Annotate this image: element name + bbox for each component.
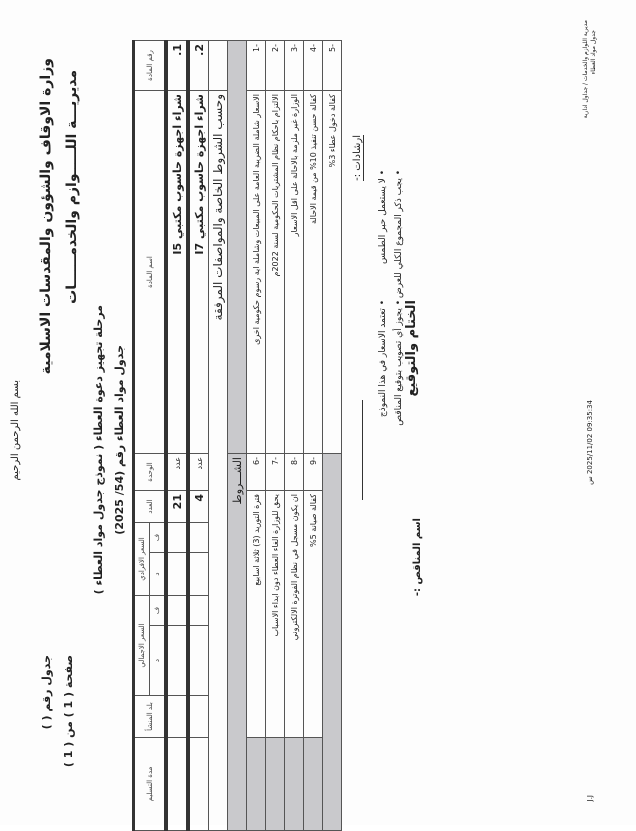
condition-row: -4 كفالة حسن تنفيذ 10% من قيمة الاحالة -9 ك… <box>303 40 323 831</box>
col-unit-fils: ف <box>149 522 166 553</box>
cond-no: -3 <box>284 40 304 91</box>
instruction-text: لا يستعمل حبر الطمس <box>378 178 388 265</box>
row-unit: عدد <box>166 453 188 491</box>
col-item-name: اسم المادة <box>133 90 166 454</box>
footer-timestamp: 09:35:34 2025/11/02 س <box>586 400 594 485</box>
cond-text: فترة التوريد (3) ثلاثة اسابيع <box>246 490 266 738</box>
bidder-name-label: اسم المناقص :- <box>412 518 423 597</box>
table-number: جدول رقم ( ) <box>40 655 53 730</box>
col-unit: الوحدة <box>133 453 166 491</box>
cond-no: -7 <box>265 453 285 491</box>
cond-text: كفالة صيانة 5% <box>303 490 323 738</box>
row-unit: عدد <box>188 453 209 491</box>
cond-no: -1 <box>246 40 266 91</box>
directorate-title: مديريـــة اللـــــوازم والخدمــــــات <box>64 70 80 304</box>
row-name: شراء اجهزة حاسوب مكتبي I5 <box>166 90 188 454</box>
footer-initials: J.J <box>586 795 594 802</box>
instruction-item: • لا يستعمل حبر الطمس <box>378 170 388 265</box>
condition-row: -3 الوزارة غير ملزمة بالاحالة على اقل الا… <box>284 40 304 831</box>
col-total-price: السعر الاجمالي <box>133 595 150 696</box>
basmala: بسم الله الرحمن الرحيم <box>10 380 21 481</box>
page-number: صفحة ( 1 ) من ( 1 ) <box>62 655 75 768</box>
cond-no: -4 <box>303 40 323 91</box>
stage-title: مرحلة تجهيز دعوة العطاء ( نموذج جدول موا… <box>92 305 105 595</box>
cond-no: -5 <box>322 40 342 91</box>
instructions-title: ارشادات :- <box>352 135 364 181</box>
cond-no: -8 <box>284 453 304 491</box>
instruction-item: • يجب ذكر المجموع الكلي للعرض <box>394 170 404 299</box>
footer-dept: مديرية اللوازم والخدمات / جداول ادارية <box>582 20 589 119</box>
table-row: 2. شراء اجهزة حاسوب مكتبي I7 عدد 4 <box>188 40 209 831</box>
signature-line <box>362 400 363 500</box>
row-no: 1. <box>166 40 188 91</box>
table-row: 1. شراء اجهزة حاسوب مكتبي I5 عدد 21 <box>166 40 188 831</box>
row-qty: 21 <box>166 490 188 523</box>
ministry-title: وزارة الاوقاف والشؤون والمقدسات الاسلامي… <box>38 58 54 375</box>
cond-no: -9 <box>303 453 323 491</box>
instruction-text: يجوز أي تصويب بتوقيع المناقص <box>394 308 404 426</box>
col-item-no: رقم المادة <box>133 40 166 91</box>
row-no: 2. <box>188 40 209 91</box>
col-total-fils: ف <box>149 595 166 626</box>
instruction-text: يجب ذكر المجموع الكلي للعرض <box>394 178 404 299</box>
cond-text: الاسعار شاملة الضريبة العامة على المبيعا… <box>246 90 266 454</box>
row-name: شراء اجهزة حاسوب مكتبي I7 <box>188 90 209 454</box>
footer-form: جدول مواد العطاء <box>590 30 597 75</box>
col-unit-dinar: د <box>149 552 166 596</box>
condition-row: -5 كفالة دخول عطاء 3% <box>322 40 342 831</box>
condition-row: -1 الاسعار شاملة الضريبة العامة على المبي… <box>246 40 266 831</box>
row-qty: 4 <box>188 490 209 523</box>
cond-text: الالتزام باحكام نظام المشتريات الحكومية … <box>265 90 285 454</box>
tender-table-title: جدول مواد العطاء رقم (54/ 2025) <box>113 345 126 535</box>
col-total-dinar: د <box>149 625 166 696</box>
conditions-title: الشـــروط <box>227 453 247 831</box>
items-table: رقم المادة اسم المادة الوحدة العدد السعر الا… <box>132 40 342 831</box>
col-qty: العدد <box>133 490 166 523</box>
seal-signature: الختام والتوقيع <box>404 300 419 397</box>
condition-row: -2 الالتزام باحكام نظام المشتريات الحكومي… <box>265 40 285 831</box>
instruction-item: • تعتمد الاسعار في هذا النموذج <box>378 300 388 418</box>
cond-text: ان يكون مسجل في نظام الفوترة الالكتروني <box>284 490 304 738</box>
col-delivery: مدة التسليم <box>133 737 166 831</box>
cond-text: كفالة دخول عطاء 3% <box>322 90 342 454</box>
cond-text: الوزارة غير ملزمة بالاحالة على اقل الاسع… <box>284 90 304 454</box>
instruction-item: • يجوز أي تصويب بتوقيع المناقص <box>394 300 404 426</box>
instruction-text: تعتمد الاسعار في هذا النموذج <box>378 308 388 418</box>
col-unit-price: السعر الافرادي <box>133 522 150 596</box>
cond-no: -2 <box>265 40 285 91</box>
cond-no: -6 <box>246 453 266 491</box>
col-origin: بلد المنشأ <box>133 695 166 738</box>
cond-text: كفالة حسن تنفيذ 10% من قيمة الاحالة <box>303 90 323 454</box>
spec-note: وحسب الشروط الخاصة والمواصفات المرفقة <box>208 90 228 831</box>
cond-text: يحق للوزارة الغاء العطاء دون ابداء الاسب… <box>265 490 285 738</box>
